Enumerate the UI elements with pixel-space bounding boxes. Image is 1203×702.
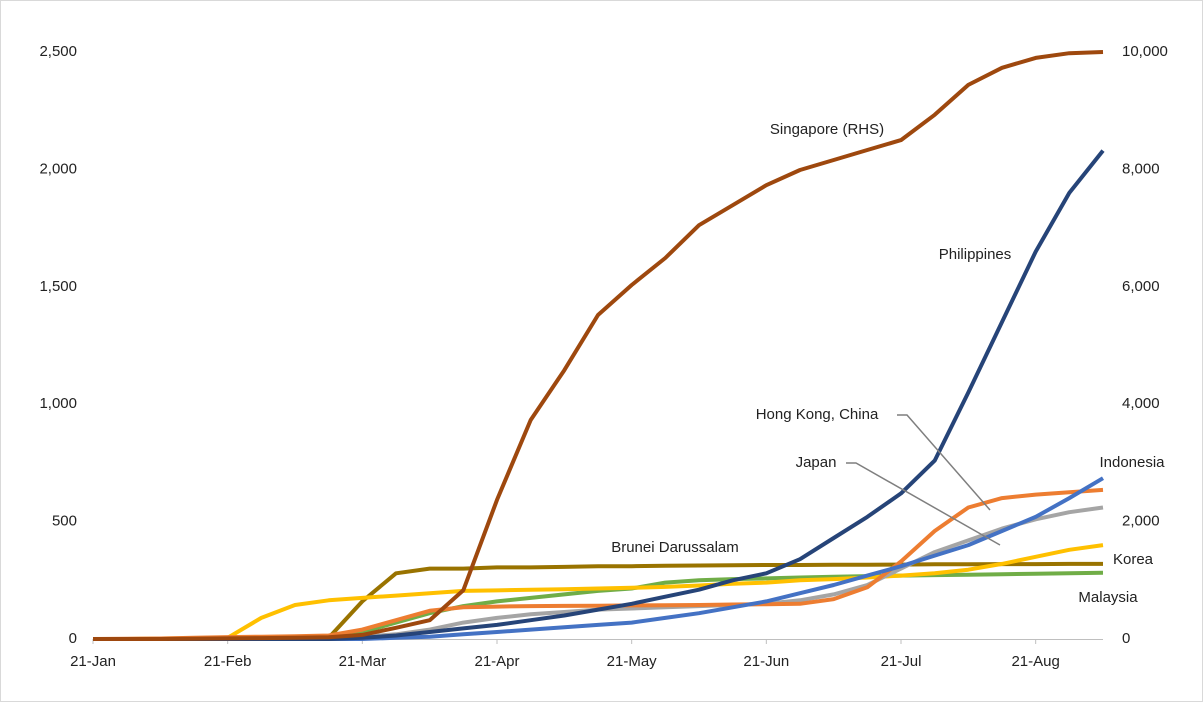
- x-tick-label: 21-Jul: [881, 653, 922, 670]
- x-tick-label: 21-Jan: [70, 653, 116, 670]
- y-tick-label: 1,500: [39, 278, 77, 295]
- x-tick-label: 21-Apr: [474, 653, 519, 670]
- y2-tick-label: 8,000: [1122, 160, 1160, 177]
- leader-line: [846, 462, 1001, 546]
- y2-tick-label: 4,000: [1122, 395, 1160, 412]
- series-label: Singapore (RHS): [770, 121, 884, 138]
- series-label: Hong Kong, China: [756, 406, 879, 423]
- y2-tick-label: 2,000: [1122, 513, 1160, 530]
- y-tick-label: 0: [69, 630, 77, 647]
- x-tick-label: 21-Mar: [339, 653, 387, 670]
- y-tick-label: 2,500: [39, 43, 77, 60]
- series-label: Japan: [796, 454, 837, 471]
- y2-tick-label: 10,000: [1122, 43, 1168, 60]
- x-tick-label: 21-May: [607, 653, 658, 670]
- y2-tick-label: 0: [1122, 630, 1130, 647]
- y2-tick-label: 6,000: [1122, 278, 1160, 295]
- series-label: Korea: [1113, 551, 1154, 568]
- leader-line: [897, 414, 991, 511]
- series-line: [93, 50, 1104, 641]
- series-label: Indonesia: [1099, 454, 1165, 471]
- series-label: Malaysia: [1078, 589, 1138, 606]
- y-tick-label: 1,000: [39, 395, 77, 412]
- y-tick-label: 2,000: [39, 160, 77, 177]
- series-label: Philippines: [939, 246, 1012, 263]
- x-tick-label: 21-Aug: [1011, 653, 1059, 670]
- y-tick-label: 500: [52, 513, 77, 530]
- x-tick-label: 21-Jun: [743, 653, 789, 670]
- series-line: [93, 543, 1104, 641]
- series-label: Brunei Darussalam: [611, 539, 739, 556]
- x-tick-label: 21-Feb: [204, 653, 252, 670]
